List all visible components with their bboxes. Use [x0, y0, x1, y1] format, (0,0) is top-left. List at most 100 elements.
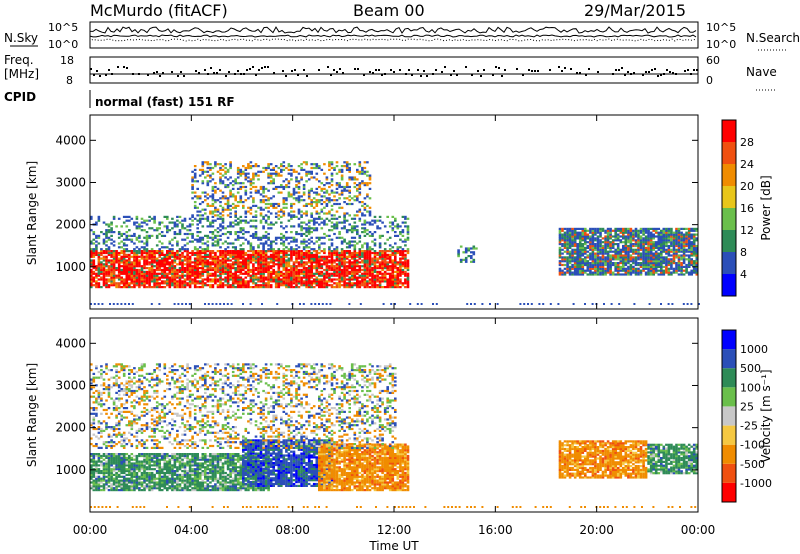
heatmap-cell	[670, 267, 673, 270]
heatmap-cell	[654, 271, 658, 274]
heatmap-cell	[219, 182, 222, 185]
heatmap-cell	[112, 240, 116, 243]
heatmap-cell	[274, 280, 278, 283]
heatmap-cell	[361, 204, 364, 207]
heatmap-cell	[611, 246, 615, 249]
heatmap-cell	[675, 256, 678, 259]
heatmap-cell	[599, 267, 602, 270]
heatmap-cell	[229, 272, 232, 275]
heatmap-cell	[155, 261, 159, 264]
heatmap-cell	[584, 243, 587, 246]
heatmap-cell	[191, 184, 194, 187]
heatmap-cell	[181, 268, 184, 272]
heatmap-cell	[328, 168, 331, 171]
heatmap-cell	[396, 223, 400, 226]
heatmap-cell	[138, 280, 141, 283]
heatmap-cell	[231, 250, 235, 253]
heatmap-cell	[358, 286, 362, 289]
heatmap-cell	[348, 263, 351, 266]
heatmap-cell	[236, 172, 240, 175]
heatmap-cell	[307, 284, 311, 287]
heatmap-cell	[315, 276, 319, 279]
heatmap-cell	[264, 219, 268, 222]
heatmap-cell	[148, 263, 151, 266]
heatmap-cell	[576, 227, 579, 230]
heatmap-cell	[216, 250, 220, 253]
heatmap-cell	[356, 210, 359, 213]
heatmap-cell	[670, 231, 673, 234]
heatmap-cell	[264, 276, 268, 279]
heatmap-cell	[166, 263, 169, 266]
freq-trace-point	[624, 74, 626, 76]
heatmap-cell	[236, 187, 240, 190]
heatmap-cell	[120, 234, 123, 237]
heatmap-cell	[576, 248, 579, 251]
heatmap-cell	[363, 229, 367, 232]
heatmap-cell	[295, 284, 298, 287]
heatmap-cell	[589, 256, 592, 259]
heatmap-cell	[690, 233, 693, 236]
heatmap-cell	[125, 276, 129, 279]
heatmap-cell	[340, 257, 344, 260]
heatmap-cell	[143, 274, 146, 277]
freq-trace-point	[291, 70, 293, 72]
heatmap-cell	[150, 280, 154, 283]
heatmap-cell	[599, 269, 602, 272]
heatmap-cell	[333, 251, 336, 255]
heatmap-cell	[307, 272, 311, 275]
heatmap-cell	[368, 265, 372, 268]
heatmap-cell	[353, 225, 357, 228]
heatmap-cell	[97, 267, 101, 270]
heatmap-cell	[609, 258, 612, 261]
heatmap-cell	[667, 250, 671, 253]
heatmap-cell	[312, 255, 316, 258]
heatmap-cell	[328, 246, 331, 249]
heatmap-cell	[171, 238, 174, 241]
heatmap-cell	[361, 255, 364, 258]
heatmap-cell	[153, 259, 156, 262]
heatmap-cell	[371, 272, 374, 275]
heatmap-cell	[282, 267, 286, 270]
heatmap-cell	[609, 227, 612, 230]
heatmap-cell	[204, 261, 207, 264]
heatmap-cell	[573, 252, 577, 255]
heatmap-cell	[105, 263, 108, 266]
heatmap-cell	[386, 215, 389, 218]
heatmap-cell	[264, 187, 268, 190]
heatmap-cell	[563, 235, 567, 238]
heatmap-cell	[350, 282, 354, 285]
heatmap-cell	[110, 276, 113, 279]
heatmap-cell	[198, 280, 202, 283]
heatmap-cell	[667, 239, 671, 242]
heatmap-cell	[214, 214, 217, 217]
heatmap-cell	[366, 251, 369, 255]
heatmap-cell	[259, 242, 263, 245]
heatmap-cell	[328, 197, 331, 200]
heatmap-cell	[234, 270, 237, 273]
heatmap-cell	[647, 271, 650, 274]
heatmap-cell	[201, 165, 205, 168]
heatmap-cell	[277, 253, 281, 256]
heatmap-cell	[571, 235, 574, 238]
heatmap-cell	[406, 232, 410, 236]
heatmap-cell	[181, 261, 184, 264]
heatmap-cell	[269, 174, 273, 177]
heatmap-cell	[102, 232, 106, 236]
heatmap-cell	[660, 271, 663, 274]
heatmap-cell	[186, 261, 189, 264]
heatmap-cell	[672, 267, 676, 270]
heatmap-cell	[632, 235, 635, 238]
heatmap-cell	[105, 255, 108, 258]
heatmap-cell	[219, 223, 222, 226]
heatmap-cell	[209, 253, 212, 256]
heatmap-cell	[371, 286, 374, 289]
heatmap-cell	[229, 215, 232, 218]
heatmap-cell	[568, 244, 572, 248]
heatmap-cell	[143, 219, 146, 222]
heatmap-cell	[305, 267, 308, 270]
heatmap-cell	[642, 244, 645, 248]
heatmap-cell	[343, 250, 346, 253]
heatmap-cell	[290, 214, 293, 217]
heatmap-cell	[242, 282, 245, 285]
